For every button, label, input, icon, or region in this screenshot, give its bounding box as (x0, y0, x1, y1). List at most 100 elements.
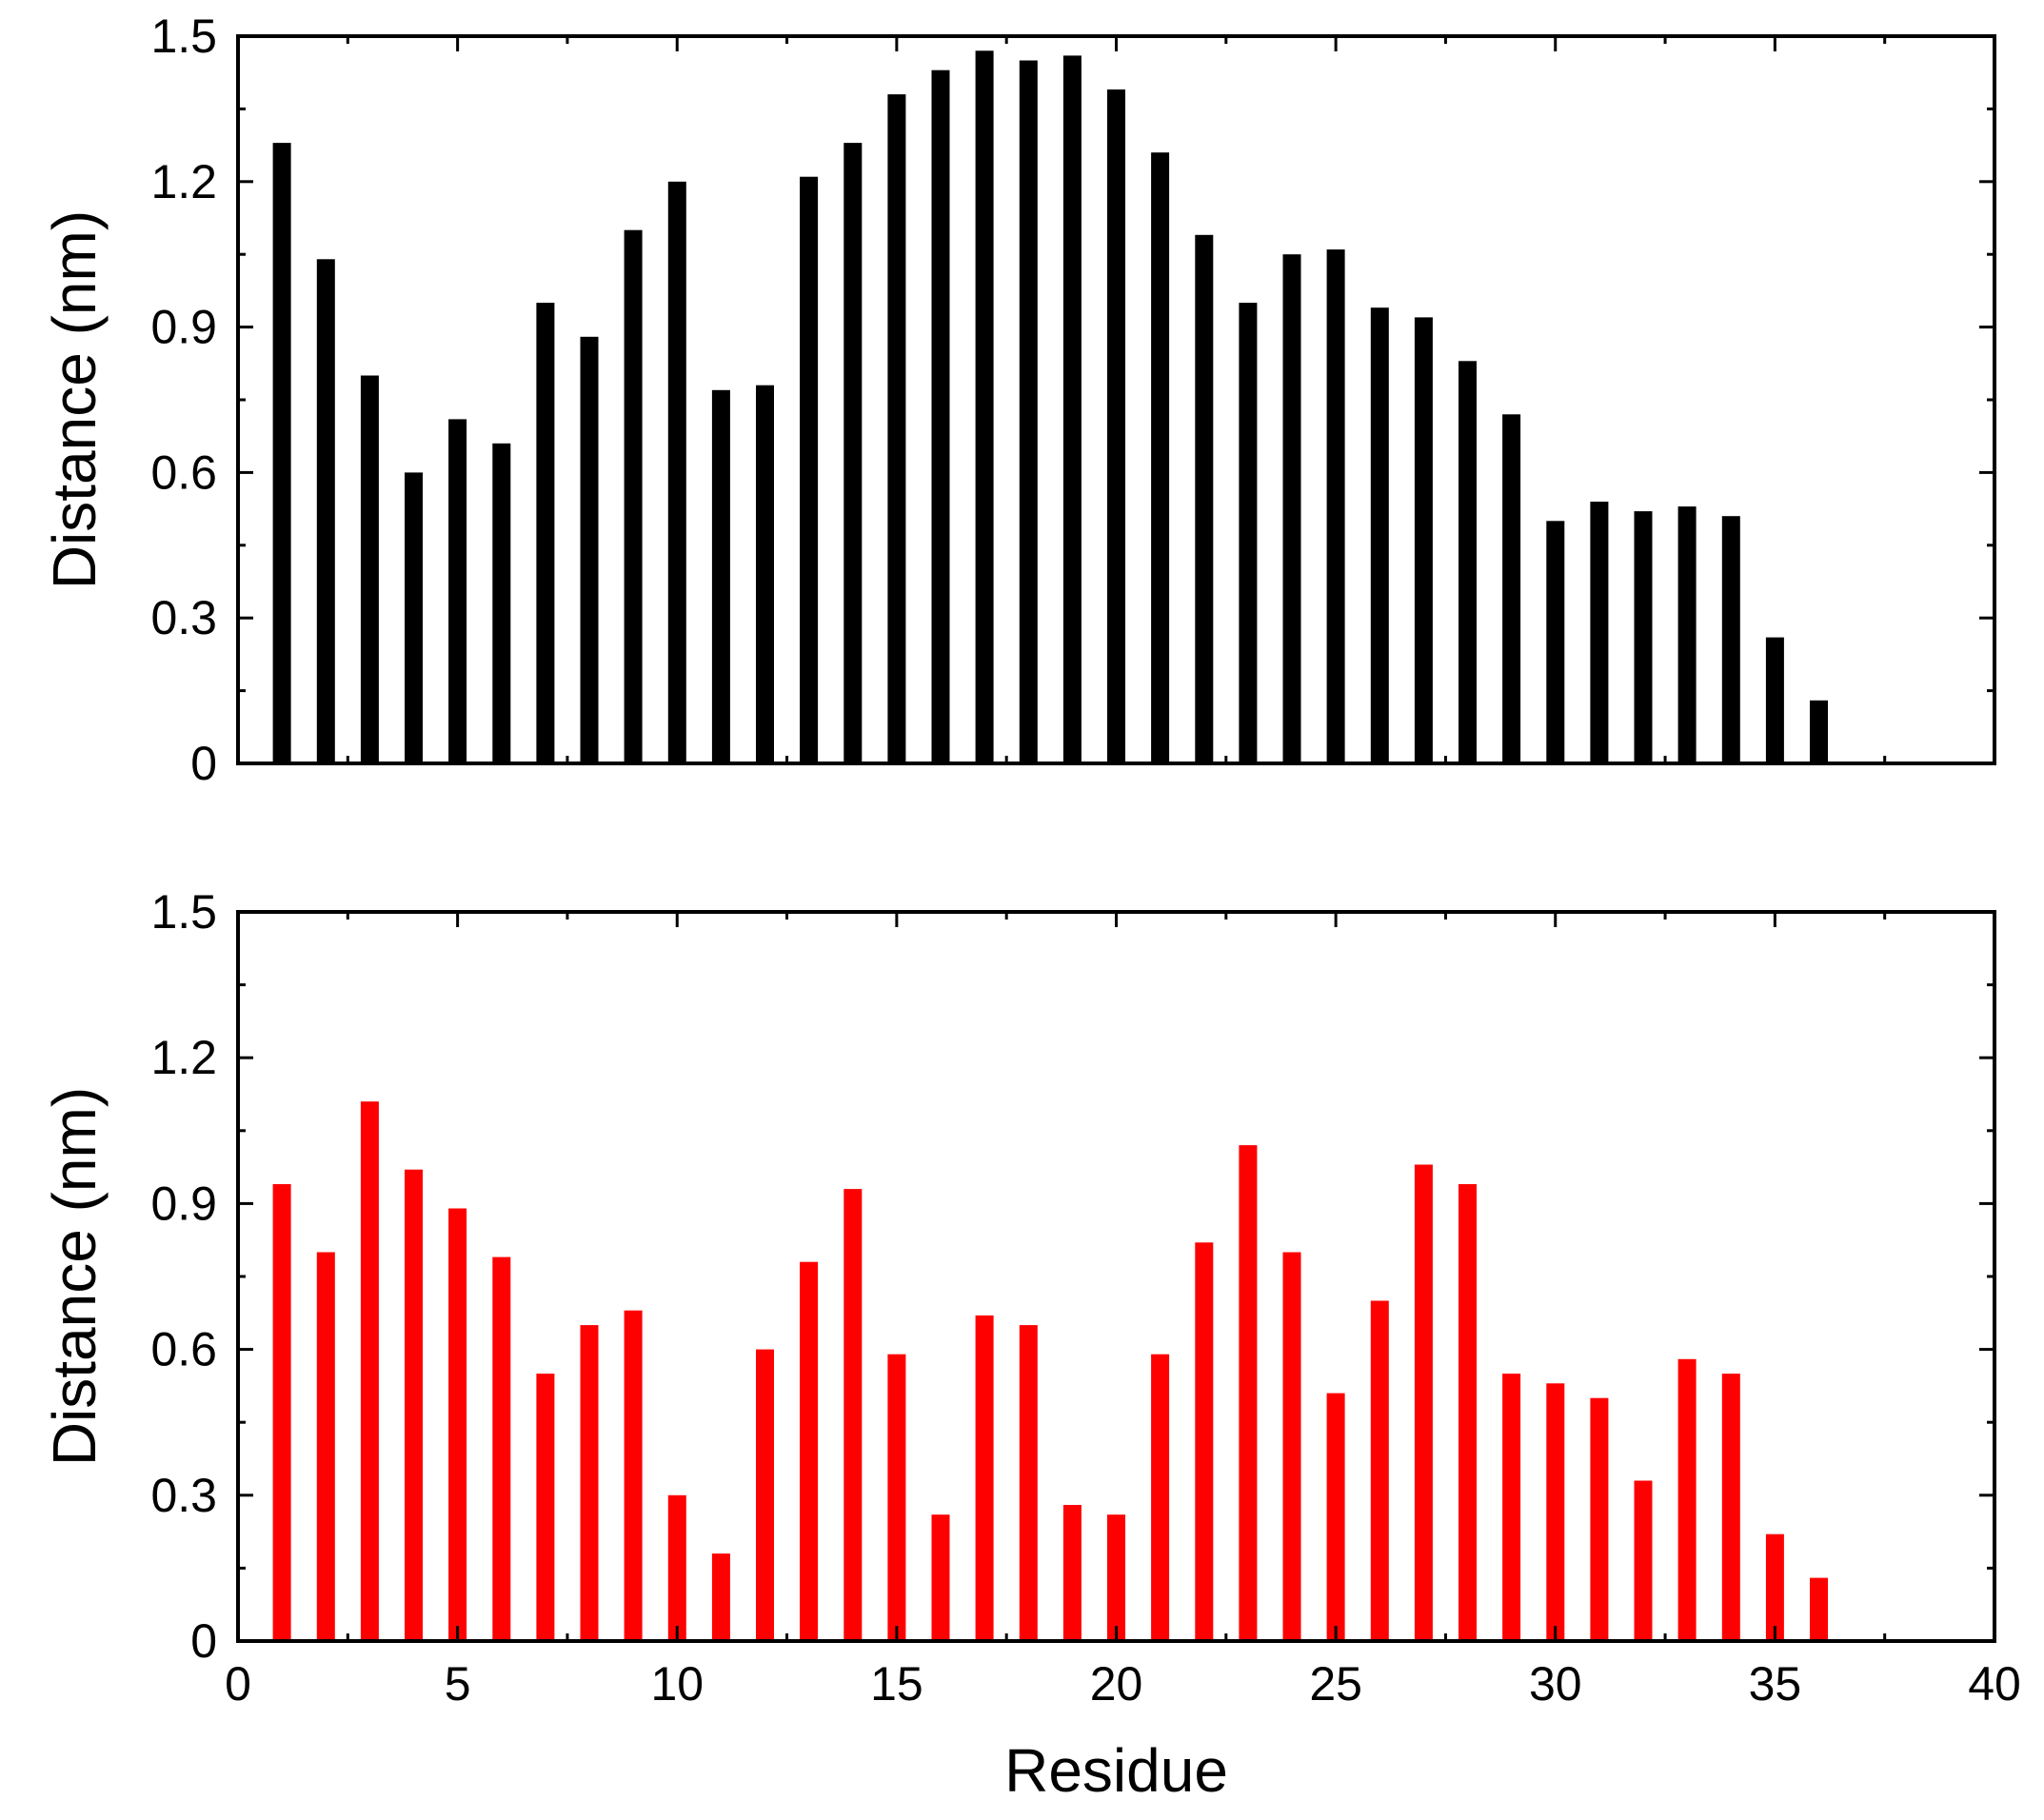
bar (1282, 254, 1301, 763)
bar (887, 94, 906, 764)
bar (360, 1101, 379, 1641)
bar (800, 176, 819, 763)
bar (316, 1252, 335, 1641)
bar (1721, 516, 1740, 763)
bar (272, 1184, 291, 1641)
bar (1677, 1358, 1697, 1641)
bar (1414, 1164, 1433, 1641)
bar (1634, 1480, 1653, 1641)
bar-group (272, 50, 1828, 764)
bar (975, 1315, 994, 1641)
x-tick-label: 25 (1309, 1657, 1362, 1711)
bar (1326, 1393, 1345, 1641)
bar (843, 1189, 863, 1641)
bar (624, 1310, 643, 1641)
bar (1590, 1397, 1609, 1641)
bar (448, 419, 467, 763)
bar (1151, 1354, 1170, 1641)
bar (536, 1374, 555, 1641)
x-tick-label: 10 (650, 1657, 704, 1711)
bar (1282, 1252, 1301, 1641)
y-tick-label: 0.6 (150, 1323, 217, 1376)
bar (1765, 637, 1784, 763)
bar (272, 143, 291, 764)
bar (1721, 1374, 1740, 1641)
y-axis-title: Distance (nm) (40, 210, 109, 589)
bar (1677, 506, 1697, 763)
bar (580, 336, 599, 763)
bar (1239, 303, 1258, 763)
bar (756, 385, 774, 763)
bar (1590, 502, 1609, 763)
bar (1326, 249, 1345, 764)
bar (1107, 89, 1125, 763)
x-tick-label: 20 (1090, 1657, 1143, 1711)
x-axis-title: Residue (1004, 1736, 1228, 1805)
bar (1062, 55, 1082, 763)
bar (1810, 1577, 1828, 1641)
y-tick-label: 0.9 (150, 1177, 217, 1230)
bar (931, 69, 950, 763)
bar (448, 1208, 467, 1641)
bar (800, 1261, 819, 1641)
bar (1019, 60, 1038, 763)
y-tick-label: 1.2 (150, 155, 217, 208)
bar (1546, 1383, 1565, 1641)
bar (1459, 361, 1477, 763)
y-tick-label: 1.5 (150, 885, 217, 939)
y-tick-label: 0.9 (150, 301, 217, 354)
bar (711, 389, 730, 763)
y-axis-title: Distance (nm) (40, 1087, 109, 1466)
bar (580, 1325, 599, 1641)
bar (756, 1349, 774, 1641)
y-tick-label: 0.6 (150, 445, 217, 499)
bar (624, 229, 643, 763)
bar (1546, 521, 1565, 763)
bar (316, 259, 335, 763)
y-tick-label: 0.3 (150, 1469, 217, 1522)
chart-panel-1: 0 0.3 0.6 0.9 1.2 1.5 Distance (nm) (40, 10, 1996, 790)
bar (1370, 307, 1389, 763)
bar (1195, 234, 1214, 764)
bar (1502, 414, 1521, 763)
x-tick-label: 40 (1968, 1657, 2021, 1711)
x-tick-label: 15 (870, 1657, 923, 1711)
bar (360, 375, 379, 763)
y-tick-label: 1.5 (150, 10, 217, 63)
bar (1414, 317, 1433, 763)
bar (1151, 152, 1170, 763)
chart-panel-2: 0 0.3 0.6 0.9 1.2 1.5 0 5 10 15 20 25 30 35 40 Distance… (40, 885, 2021, 1805)
bar (843, 143, 863, 764)
bar (1062, 1505, 1082, 1641)
bar (405, 472, 423, 763)
x-tick-label: 5 (445, 1657, 471, 1711)
bar-group (272, 1101, 1828, 1641)
bar (1765, 1533, 1784, 1641)
bar (492, 1256, 511, 1641)
y-tick-label: 1.2 (150, 1031, 217, 1084)
y-tick-label: 0 (190, 737, 217, 790)
bar (711, 1553, 730, 1641)
bar (1810, 700, 1828, 763)
bar (405, 1169, 423, 1641)
bar (667, 181, 686, 764)
bar (1195, 1242, 1214, 1641)
bar (1019, 1325, 1038, 1641)
x-tick-label: 0 (225, 1657, 251, 1711)
plot-frame (236, 910, 1996, 1643)
bar (1459, 1184, 1477, 1641)
x-tick-label: 30 (1529, 1657, 1582, 1711)
bar (975, 50, 994, 764)
bar (1239, 1145, 1258, 1641)
bar (1370, 1300, 1389, 1641)
x-tick-label: 35 (1749, 1657, 1802, 1711)
plot-frame (236, 34, 1996, 765)
bar (536, 303, 555, 763)
bar (667, 1494, 686, 1641)
bar (931, 1514, 950, 1641)
bar (1502, 1374, 1521, 1641)
bar (887, 1354, 906, 1641)
y-tick-label: 0.3 (150, 591, 217, 644)
bar (1634, 511, 1653, 763)
